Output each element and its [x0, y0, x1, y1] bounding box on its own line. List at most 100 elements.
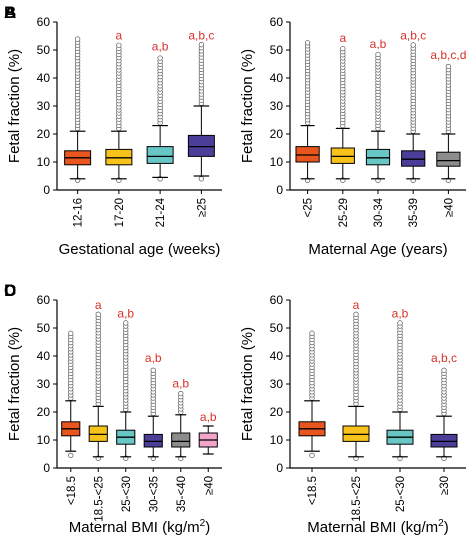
y-axis-title: Fetal fraction (%)	[6, 327, 23, 441]
significance-annotation: a,b	[370, 37, 387, 51]
y-tick-label: 0	[43, 461, 50, 475]
x-axis-title: Maternal BMI (kg/m2)	[307, 518, 448, 536]
x-tick-label: ≥40	[203, 476, 215, 495]
y-tick-label: 50	[37, 321, 51, 335]
outlier-point	[68, 330, 74, 336]
y-tick-label: 60	[270, 15, 284, 29]
box-iqr	[365, 148, 391, 166]
y-tick-label: 30	[270, 377, 284, 391]
y-tick-label: 40	[270, 71, 284, 85]
significance-annotation: a	[116, 28, 123, 42]
y-tick-label: 20	[270, 127, 284, 141]
x-tick-label: ≥30	[439, 476, 451, 495]
significance-annotation: a,b,c	[400, 28, 426, 42]
y-tick-label: 10	[270, 155, 284, 169]
y-tick-label: 20	[270, 405, 284, 419]
outlier-point	[441, 367, 447, 373]
box-iqr	[143, 433, 163, 448]
box-4: a,b,c	[400, 28, 426, 183]
outlier-point	[340, 45, 346, 52]
panel-letter: A	[4, 3, 16, 22]
y-tick-label: 40	[37, 71, 51, 85]
box-5: a,b,c,d	[430, 48, 466, 183]
box-iqr	[295, 146, 320, 163]
x-tick-label: 18.5-<25	[351, 476, 363, 522]
x-tick-label: ≥25	[196, 198, 208, 217]
box-iqr	[401, 150, 426, 167]
box-1	[295, 40, 320, 183]
y-tick-label: 50	[270, 321, 284, 335]
panel-letter: B	[4, 3, 16, 22]
box-iqr	[146, 146, 174, 164]
outlier-point	[116, 42, 122, 48]
y-tick-label: 0	[276, 183, 283, 197]
outlier-point	[198, 42, 205, 48]
box-iqr	[88, 425, 108, 442]
x-tick-label: 35-<40	[176, 476, 188, 512]
y-tick-label: 60	[37, 293, 51, 307]
x-tick-label: <18.5	[66, 476, 78, 505]
x-tick-label: 12-16	[73, 198, 85, 227]
y-tick-label: 10	[37, 433, 51, 447]
significance-annotation: a,b	[117, 306, 134, 320]
x-tick-label: ≥40	[443, 198, 455, 217]
box-iqr	[342, 425, 370, 442]
y-tick-label: 60	[37, 15, 51, 29]
significance-annotation: a,b	[145, 351, 162, 365]
box-2: a	[88, 298, 108, 461]
box-3: a,b	[146, 40, 174, 182]
y-tick-label: 0	[43, 183, 50, 197]
box-3: a,b	[365, 37, 391, 183]
x-tick-label: 30-34	[373, 197, 385, 227]
box-4: a,b,c	[430, 351, 458, 461]
y-axis-title: Fetal fraction (%)	[239, 327, 256, 441]
y-tick-label: 50	[37, 43, 51, 57]
x-axis-title: Gestational age (weeks)	[59, 241, 221, 258]
y-tick-label: 40	[37, 349, 51, 363]
box-1	[61, 330, 81, 459]
x-axis-title-tail: )	[205, 519, 210, 536]
y-tick-label: 50	[270, 43, 284, 57]
box-iqr	[330, 147, 355, 164]
outlier-point	[410, 42, 416, 48]
significance-annotation: a,b	[392, 306, 409, 320]
panel-letter: D	[4, 281, 16, 300]
outlier-point	[353, 311, 359, 317]
x-axis-title: Maternal BMI (kg/m2)	[69, 518, 210, 536]
x-tick-label: 30-<35	[148, 476, 160, 512]
panel-a: A 0 10 20 30 40 50 60 Fetal fraction (%) 12-16 a 17…	[4, 3, 222, 258]
box-3: a,b	[116, 306, 136, 461]
box-1	[64, 36, 92, 183]
box-3: a,b	[386, 306, 414, 461]
outlier-point	[198, 176, 205, 182]
x-tick-label: 21-24	[155, 197, 167, 227]
significance-annotation: a,b,c,d	[430, 48, 466, 62]
outlier-point	[157, 55, 163, 61]
outlier-point	[445, 63, 452, 70]
outlier-point	[397, 320, 403, 326]
y-tick-label: 40	[270, 349, 284, 363]
outlier-point	[304, 40, 311, 46]
box-iqr	[187, 134, 215, 157]
panel-d: D 0 10 20 30 40 50 60 Fetal fraction (%) <18.5 a 18…	[4, 281, 466, 536]
x-tick-label: 17-20	[114, 198, 126, 227]
outlier-point	[74, 36, 81, 42]
y-tick-label: 60	[270, 293, 284, 307]
box-1	[298, 330, 326, 459]
x-tick-label: 25-<30	[395, 476, 407, 512]
box-6: a,b	[198, 410, 218, 455]
outlier-point	[375, 51, 381, 58]
x-tick-label: <25	[303, 198, 315, 218]
x-tick-label: <18.5	[307, 476, 319, 505]
x-axis-title-tail: )	[444, 519, 449, 536]
y-tick-label: 30	[270, 99, 284, 113]
box-2: a	[105, 28, 133, 183]
box-iqr	[430, 433, 458, 448]
significance-annotation: a,b	[152, 40, 169, 54]
outlier-point	[178, 390, 184, 397]
panel-b: B 0 10 20 30 40 50 60 Fetal fraction (%) <25 a 25-2…	[4, 3, 466, 258]
y-tick-label: 10	[270, 433, 284, 447]
x-axis-title-superscript: 2	[200, 518, 206, 529]
box-2: a	[330, 31, 355, 183]
